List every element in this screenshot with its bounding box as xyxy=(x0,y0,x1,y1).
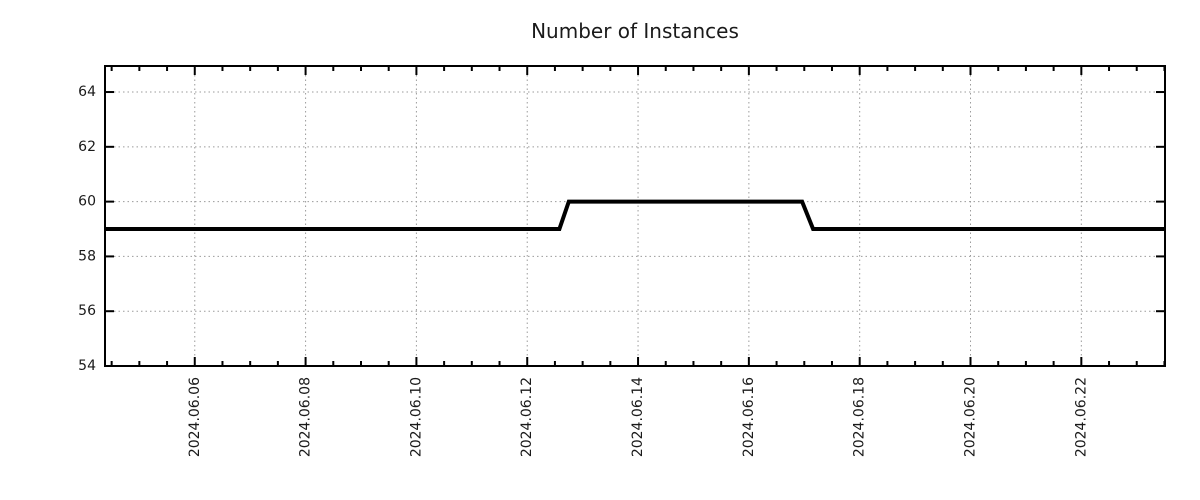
x-tick-label: 2024.06.10 xyxy=(408,377,424,457)
x-tick-label: 2024.06.22 xyxy=(1073,377,1089,457)
series-line-instances xyxy=(105,199,1165,231)
x-tick-label: 2024.06.06 xyxy=(187,377,203,457)
plot-layers: 2024.06.06 2024.06.08 2024.06.10 2024.06.12… xyxy=(78,65,1166,457)
x-tick-label: 2024.06.16 xyxy=(741,377,757,457)
y-tick-label: 62 xyxy=(78,139,96,155)
y-tick-label: 54 xyxy=(78,358,96,374)
y-tick-label: 64 xyxy=(78,84,96,100)
x-tick-label: 2024.06.08 xyxy=(298,377,314,457)
x-tick-label: 2024.06.14 xyxy=(630,377,646,457)
plot-border xyxy=(104,65,1166,367)
y-tick-label: 60 xyxy=(78,194,96,210)
y-tick-label: 56 xyxy=(78,303,96,319)
x-tick-label: 2024.06.20 xyxy=(963,377,979,457)
y-tick-label: 58 xyxy=(78,248,96,264)
x-tick-label: 2024.06.18 xyxy=(852,377,868,457)
chart-title: Number of Instances xyxy=(531,19,739,43)
x-tick-label: 2024.06.12 xyxy=(519,377,535,457)
